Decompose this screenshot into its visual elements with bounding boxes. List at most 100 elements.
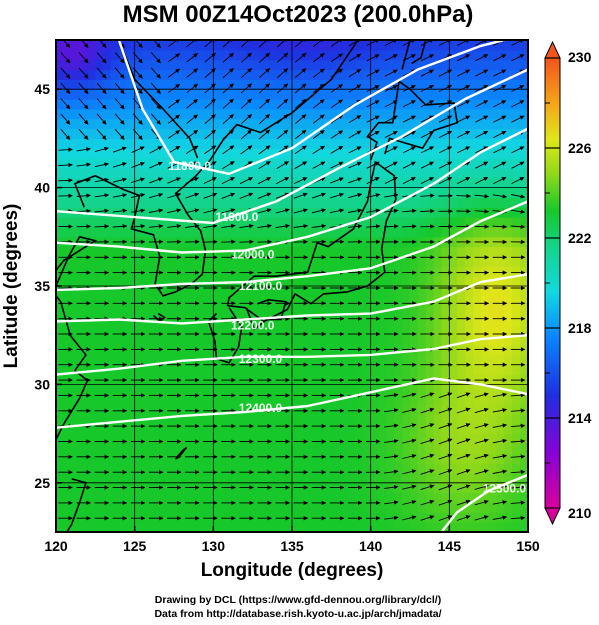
field-cell: [197, 177, 207, 189]
field-cell: [221, 443, 230, 454]
field-cell: [174, 226, 183, 238]
field-cell: [142, 217, 151, 228]
wind-vector: [294, 177, 308, 184]
field-cell: [142, 305, 151, 317]
wind-vector: [348, 146, 362, 154]
field-cell: [56, 197, 65, 208]
field-cell: [236, 69, 246, 80]
field-cell: [260, 49, 269, 61]
field-cell: [457, 40, 466, 51]
field-cell: [284, 99, 293, 110]
field-cell: [181, 492, 191, 504]
field-cell: [166, 354, 175, 366]
field-cell: [449, 167, 458, 179]
field-cell: [268, 59, 277, 71]
field-cell: [118, 384, 128, 395]
field-cell: [520, 433, 528, 445]
field-cell: [103, 69, 112, 80]
field-cell: [425, 325, 435, 336]
field-cell: [307, 345, 317, 356]
wind-vector: [221, 223, 236, 229]
field-cell: [331, 492, 340, 504]
field-cell: [292, 345, 301, 356]
field-cell: [417, 295, 427, 307]
field-cell: [56, 40, 65, 51]
field-cell: [126, 226, 136, 238]
field-cell: [229, 423, 238, 435]
field-cell: [221, 345, 230, 356]
field-cell: [339, 492, 348, 504]
field-cell: [307, 423, 317, 435]
field-cell: [244, 69, 254, 80]
field-cell: [103, 394, 112, 405]
field-cell: [370, 69, 380, 80]
field-cell: [134, 404, 144, 415]
field-cell: [449, 59, 458, 71]
field-cell: [433, 138, 443, 149]
field-cell: [63, 354, 73, 366]
field-cell: [496, 197, 505, 208]
field-cell: [205, 502, 214, 513]
field-cell: [284, 40, 293, 51]
wind-vector: [366, 208, 381, 213]
field-cell: [378, 345, 387, 356]
field-cell: [134, 246, 144, 258]
field-cell: [512, 315, 521, 326]
field-cell: [244, 187, 254, 199]
field-cell: [260, 187, 269, 199]
coastline: [73, 40, 359, 297]
field-cell: [56, 177, 65, 189]
field-cell: [339, 502, 348, 513]
field-cell: [410, 118, 419, 130]
field-cell: [394, 187, 403, 199]
field-cell: [402, 433, 411, 445]
field-cell: [378, 453, 387, 464]
field-cell: [449, 128, 458, 139]
field-cell: [268, 256, 277, 267]
field-cell: [386, 325, 395, 336]
field-cell: [386, 138, 395, 149]
field-cell: [126, 256, 136, 267]
field-cell: [417, 443, 427, 454]
field-cell: [103, 423, 112, 435]
field-cell: [441, 384, 450, 395]
field-cell: [56, 345, 65, 356]
field-cell: [354, 413, 364, 425]
field-cell: [394, 295, 403, 307]
field-cell: [189, 128, 199, 139]
field-cell: [244, 197, 254, 208]
field-cell: [260, 394, 269, 405]
field-cell: [488, 394, 498, 405]
field-cell: [174, 118, 183, 130]
field-cell: [166, 502, 175, 513]
field-cell: [150, 482, 159, 494]
field-cell: [229, 256, 238, 267]
field-cell: [236, 512, 246, 523]
wind-vector: [456, 453, 471, 460]
field-cell: [87, 138, 96, 149]
field-cell: [244, 59, 254, 71]
field-cell: [142, 512, 151, 523]
field-cell: [174, 256, 183, 267]
field-cell: [465, 266, 474, 277]
field-cell: [268, 79, 277, 90]
field-cell: [71, 256, 81, 267]
field-cell: [347, 187, 356, 199]
field-cell: [457, 197, 466, 208]
field-cell: [158, 433, 167, 445]
field-cell: [402, 453, 411, 464]
field-cell: [71, 404, 81, 415]
field-cell: [284, 522, 293, 532]
field-cell: [323, 404, 332, 415]
field-cell: [378, 118, 387, 130]
field-cell: [63, 364, 73, 376]
field-cell: [362, 472, 372, 484]
field-cell: [512, 345, 521, 356]
wind-vector: [204, 40, 216, 48]
field-cell: [63, 89, 73, 100]
field-cell: [449, 325, 458, 336]
field-cell: [174, 512, 183, 523]
field-cell: [126, 286, 136, 297]
field-cell: [449, 364, 458, 376]
